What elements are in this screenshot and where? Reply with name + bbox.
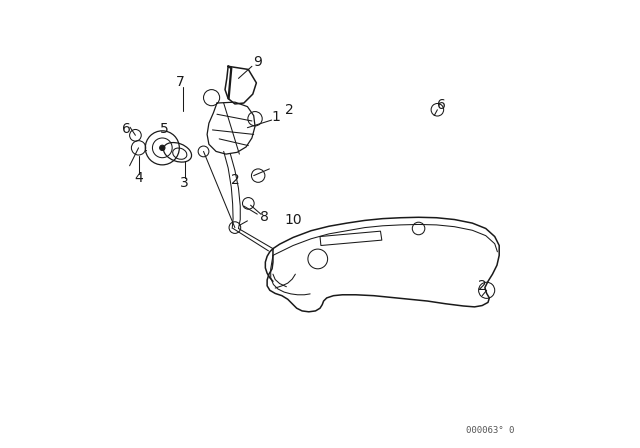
Text: 2: 2: [232, 173, 240, 187]
Text: 9: 9: [253, 55, 262, 69]
Text: 2: 2: [285, 103, 294, 117]
Text: 3: 3: [180, 176, 189, 190]
Text: 2: 2: [478, 279, 486, 293]
Text: 7: 7: [176, 74, 184, 89]
Text: 1: 1: [271, 110, 280, 125]
Text: 5: 5: [160, 122, 168, 136]
Circle shape: [159, 145, 165, 151]
Text: 10: 10: [284, 213, 302, 228]
Text: 000063° 0: 000063° 0: [466, 426, 515, 435]
Text: 8: 8: [260, 210, 269, 224]
Text: 4: 4: [134, 171, 143, 185]
Text: 6: 6: [436, 98, 445, 112]
Text: 6: 6: [122, 122, 131, 136]
